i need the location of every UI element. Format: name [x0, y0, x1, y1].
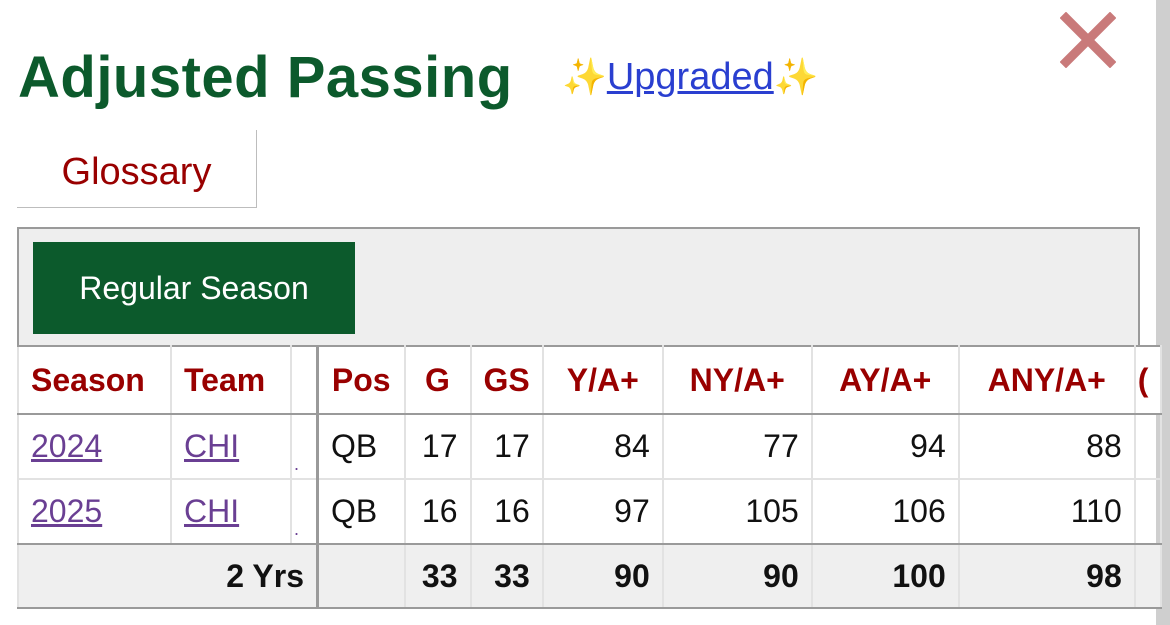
close-icon — [1059, 11, 1117, 69]
col-nya-plus[interactable]: NY/A+ — [661, 345, 813, 415]
sparkle-icon: ✨ — [773, 56, 819, 97]
col-season[interactable]: Season — [17, 345, 172, 415]
totals-row: 2 Yrs 33 33 90 90 100 98 — [17, 543, 1162, 609]
season-cell: 2025 — [17, 478, 172, 545]
season-cell: 2024 — [17, 413, 172, 480]
team-link[interactable]: CHI — [184, 428, 240, 464]
totals-nya: 90 — [661, 543, 813, 609]
col-gs[interactable]: GS — [469, 345, 544, 415]
col-team[interactable]: Team — [170, 345, 292, 415]
totals-truncated — [1133, 543, 1162, 609]
anya-cell: 110 — [957, 478, 1136, 545]
truncated-cell — [1133, 478, 1162, 545]
totals-g: 33 — [403, 543, 472, 609]
adjusted-passing-table: Season Team Pos G GS Y/A+ NY/A+ AY/A+ AN… — [17, 345, 1162, 609]
col-spacer — [290, 345, 319, 415]
upgraded-link[interactable]: Upgraded — [606, 56, 774, 98]
totals-gs: 33 — [469, 543, 544, 609]
sparkle-icon: ✨ — [562, 56, 607, 97]
col-aya-plus[interactable]: AY/A+ — [810, 345, 960, 415]
g-cell: 17 — [403, 413, 472, 480]
totals-label: 2 Yrs — [17, 543, 319, 609]
aya-cell: 94 — [810, 413, 960, 480]
table-row: 2024 CHI . QB 17 17 84 77 94 88 — [17, 413, 1162, 480]
pos-cell: QB — [316, 478, 406, 545]
totals-aya: 100 — [810, 543, 960, 609]
season-link[interactable]: 2024 — [31, 428, 103, 464]
col-anya-plus[interactable]: ANY/A+ — [957, 345, 1136, 415]
tab-glossary[interactable]: Glossary — [17, 130, 257, 208]
nya-cell: 105 — [661, 478, 813, 545]
totals-ya: 90 — [541, 543, 664, 609]
upgraded-badge: ✨Upgraded✨ — [562, 56, 819, 99]
col-g[interactable]: G — [403, 345, 472, 415]
g-cell: 16 — [403, 478, 472, 545]
ya-cell: 97 — [541, 478, 664, 545]
filter-panel: Regular Season — [17, 227, 1140, 345]
totals-anya: 98 — [957, 543, 1136, 609]
season-link[interactable]: 2025 — [31, 493, 103, 529]
col-pos[interactable]: Pos — [316, 345, 406, 415]
team-cell: CHI — [170, 413, 292, 480]
ya-cell: 84 — [541, 413, 664, 480]
gs-cell: 16 — [469, 478, 544, 545]
anya-cell: 88 — [957, 413, 1136, 480]
totals-pos — [316, 543, 406, 609]
col-ya-plus[interactable]: Y/A+ — [541, 345, 664, 415]
close-button[interactable] — [1059, 11, 1117, 69]
team-cell: CHI — [170, 478, 292, 545]
row-marker: . — [290, 413, 319, 480]
gs-cell: 17 — [469, 413, 544, 480]
aya-cell: 106 — [810, 478, 960, 545]
nya-cell: 77 — [661, 413, 813, 480]
col-truncated[interactable]: ( — [1133, 345, 1162, 415]
row-marker: . — [290, 478, 319, 545]
team-link[interactable]: CHI — [184, 493, 240, 529]
truncated-cell — [1133, 413, 1162, 480]
pos-cell: QB — [316, 413, 406, 480]
table-header-row: Season Team Pos G GS Y/A+ NY/A+ AY/A+ AN… — [17, 345, 1162, 415]
table-row: 2025 CHI . QB 16 16 97 105 106 110 — [17, 478, 1162, 545]
page-title: Adjusted Passing — [18, 45, 513, 110]
regular-season-button[interactable]: Regular Season — [33, 242, 355, 334]
